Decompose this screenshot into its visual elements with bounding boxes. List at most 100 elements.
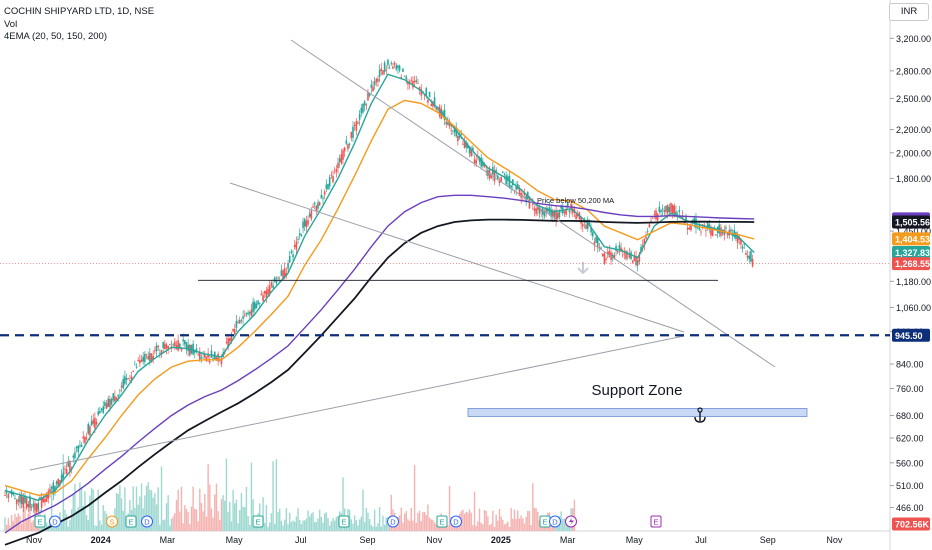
- earnings-marker-icon[interactable]: [436, 515, 448, 528]
- price-axis-label[interactable]: [892, 517, 930, 531]
- x-tick-label: 2024: [91, 535, 111, 545]
- candle-body: [541, 208, 544, 215]
- candle-body: [122, 379, 125, 389]
- volume-bar: [109, 526, 111, 531]
- ema-indicator-label[interactable]: 4EMA (20, 50, 150, 200): [4, 31, 107, 42]
- candle-body: [440, 108, 443, 120]
- price-axis-label[interactable]: [892, 232, 930, 246]
- candle-body: [490, 174, 492, 179]
- anchor-icon[interactable]: [694, 407, 706, 423]
- symbol-title[interactable]: COCHIN SHIPYARD LTD, 1D, NSE: [4, 6, 155, 17]
- support-zone-box[interactable]: [467, 408, 808, 417]
- volume-bar: [322, 522, 324, 531]
- candle-body: [558, 210, 561, 218]
- x-tick-label: May: [226, 535, 244, 545]
- currency-button[interactable]: INR: [889, 3, 929, 21]
- dividend-marker-icon[interactable]: [49, 515, 61, 528]
- volume-bar: [357, 525, 359, 531]
- candle-body: [195, 348, 198, 352]
- candle-body: [518, 188, 521, 196]
- candle-body: [280, 270, 283, 276]
- volume-bar: [418, 510, 421, 531]
- candle-body: [60, 474, 63, 483]
- volume-bar: [100, 524, 103, 531]
- volume-bar: [295, 516, 298, 531]
- volume-bar: [124, 487, 126, 531]
- dividend-marker-icon[interactable]: [450, 515, 462, 528]
- upper-trendline[interactable]: [290, 39, 776, 368]
- volume-bar: [420, 521, 422, 531]
- candle-body: [588, 222, 591, 225]
- volume-bar: [465, 511, 467, 531]
- candle-body: [372, 86, 374, 92]
- candle-body: [746, 255, 749, 258]
- volume-bar: [204, 494, 206, 531]
- earnings-marker-icon[interactable]: [125, 515, 137, 528]
- volume-bar: [254, 524, 256, 531]
- candle-body: [105, 403, 108, 409]
- dividend-marker-icon[interactable]: [549, 515, 561, 528]
- candle-body: [482, 161, 484, 166]
- candle-body: [676, 214, 679, 216]
- volume-bar: [122, 510, 124, 531]
- volume-bar: [195, 509, 198, 531]
- candle-body: [400, 76, 403, 79]
- candle-body: [743, 243, 746, 245]
- price-axis-label[interactable]: [892, 257, 930, 271]
- volume-bar: [407, 519, 409, 531]
- price-axis-label[interactable]: [892, 246, 930, 260]
- candle-body: [651, 217, 654, 219]
- volume-bar: [538, 520, 541, 531]
- dividend-marker-icon[interactable]: [141, 515, 153, 528]
- candle-body: [270, 282, 273, 286]
- candle-body: [568, 210, 571, 213]
- candle-body: [646, 231, 649, 232]
- candle-body: [189, 344, 191, 356]
- volume-bar: [310, 513, 313, 531]
- candle-body: [310, 210, 313, 219]
- price-axis-label[interactable]: [892, 215, 930, 229]
- volume-bar: [305, 518, 308, 531]
- volume-bar: [315, 521, 318, 531]
- earnings-marker-icon[interactable]: [34, 515, 46, 528]
- volume-bar: [300, 524, 303, 531]
- volume-bar: [144, 495, 146, 531]
- candle-body: [110, 398, 113, 405]
- dividend-marker-icon[interactable]: [387, 515, 399, 528]
- volume-bar: [348, 509, 351, 531]
- candle-body: [230, 333, 233, 341]
- volume-bar: [169, 525, 171, 531]
- earnings-marker-icon[interactable]: [252, 515, 264, 528]
- candle-body: [275, 280, 278, 284]
- volume-bar: [299, 519, 301, 531]
- volume-bar: [140, 483, 143, 531]
- earnings-marker-icon[interactable]: [650, 515, 662, 528]
- split-marker-icon[interactable]: [106, 515, 118, 528]
- candle-body: [22, 497, 25, 508]
- candle-body: [402, 68, 404, 72]
- volume-bar: [498, 508, 501, 531]
- volume-bar: [30, 522, 33, 531]
- candle-body: [19, 494, 21, 503]
- candle-body: [84, 436, 86, 443]
- candle-body: [199, 351, 201, 360]
- earnings-marker-icon[interactable]: [338, 515, 350, 528]
- earnings-marker-icon-text: E: [37, 518, 42, 527]
- candle-body: [5, 491, 8, 494]
- candle-body: [197, 354, 199, 355]
- candle-body: [252, 301, 254, 313]
- long-term-trendline[interactable]: [29, 335, 685, 471]
- candle-body: [130, 376, 133, 380]
- lower-trendline[interactable]: [229, 182, 685, 333]
- price-axis-label[interactable]: [892, 328, 930, 342]
- volume-bar: [342, 477, 344, 531]
- candle-body: [640, 246, 642, 252]
- candle-body: [174, 341, 176, 346]
- candle-body: [678, 209, 681, 212]
- candle-body: [27, 504, 30, 507]
- volume-label[interactable]: Vol: [4, 18, 18, 30]
- candle-body: [452, 130, 454, 132]
- candle-body: [470, 149, 472, 157]
- candle-body: [398, 65, 401, 71]
